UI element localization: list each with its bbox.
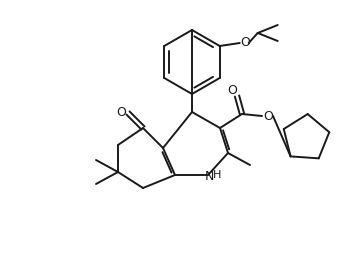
Text: O: O: [227, 85, 237, 98]
Text: O: O: [240, 37, 250, 50]
Text: O: O: [116, 105, 126, 119]
Text: H: H: [213, 170, 221, 180]
Text: O: O: [263, 109, 273, 122]
Text: N: N: [204, 170, 214, 183]
